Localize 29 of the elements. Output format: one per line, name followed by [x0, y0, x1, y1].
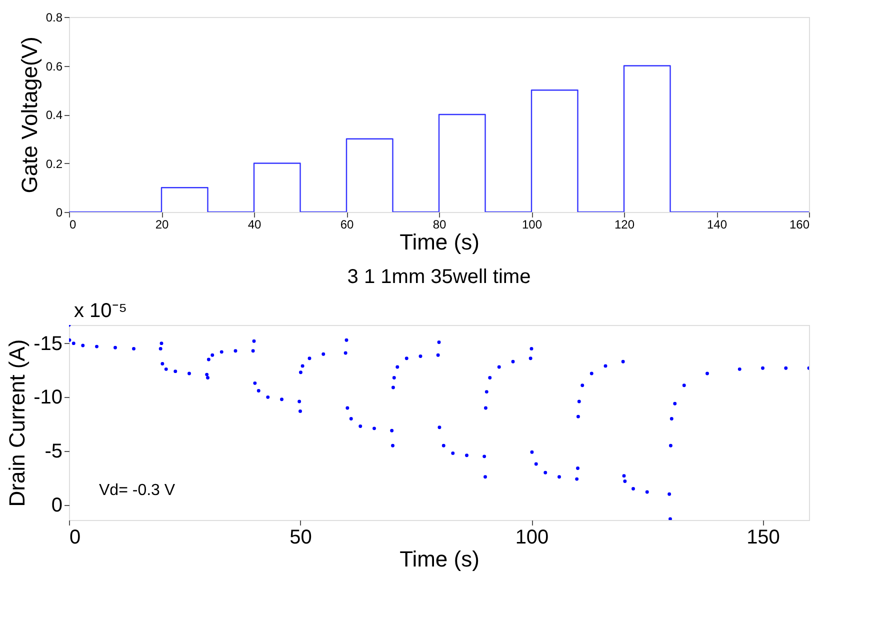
x-axis-title: Time (s) — [400, 230, 480, 254]
text: x 10⁻⁵ — [74, 300, 128, 322]
y-tick-label: 0.2 — [46, 156, 63, 171]
y-tick-label: -10 — [34, 386, 62, 409]
y-tick-label: 0 — [51, 494, 62, 516]
x-tick-label: 160 — [789, 218, 810, 232]
x-tick-label: 100 — [522, 218, 542, 232]
x-tick-label: 40 — [248, 218, 262, 232]
y-axis-title: Drain Current (A) — [4, 339, 30, 507]
x-tick-label: 140 — [706, 218, 728, 232]
y-tick-label: 0.6 — [46, 59, 63, 74]
y-tick-label: 0 — [56, 206, 63, 220]
x-tick-label: 80 — [432, 218, 446, 232]
x-tick-label: 0 — [70, 218, 76, 232]
y-tick-label: 0.8 — [46, 10, 63, 24]
y-tick-label: -5 — [44, 440, 62, 463]
x-tick-label: 120 — [614, 218, 635, 232]
chart-title: 3 1 1mm 35well time — [347, 266, 531, 288]
annotation: Vd= -0.3 V — [99, 482, 176, 499]
x-axis-title: Time (s) — [400, 546, 480, 572]
y-tick-label: -15 — [34, 332, 62, 355]
y-tick-label: 0.4 — [46, 108, 63, 122]
x-tick-label: 150 — [746, 526, 780, 548]
x-tick-label: 0 — [70, 526, 81, 548]
x-tick-label: 60 — [340, 218, 354, 232]
x-tick-label: 100 — [515, 526, 549, 548]
x-tick-label: 20 — [155, 218, 169, 232]
x-tick-label: 50 — [290, 526, 312, 548]
y-axis-title: Gate Voltage(V) — [16, 36, 42, 194]
